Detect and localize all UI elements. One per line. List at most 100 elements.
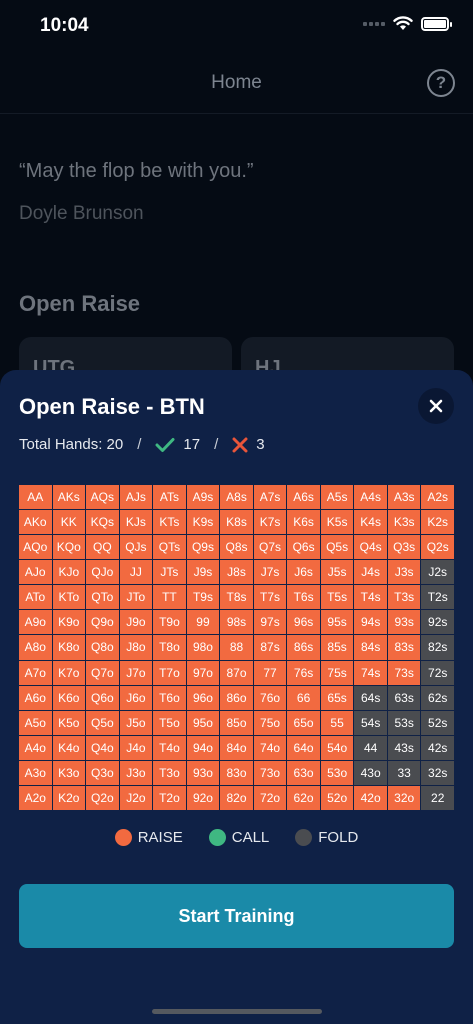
hand-cell-K3o: K3o [52,760,86,785]
hand-cell-Q3s: Q3s [387,535,421,560]
hand-cell-T2s: T2s [421,585,454,610]
hand-cell-33: 33 [387,760,421,785]
hand-cell-K3s: K3s [387,510,421,535]
hand-cell-J5s: J5s [320,560,354,585]
hand-cell-62o: 62o [287,785,320,810]
hand-cell-43o: 43o [354,760,387,785]
hand-cell-A7o: A7o [19,660,52,685]
hand-cell-42o: 42o [354,785,387,810]
hand-cell-53o: 53o [320,760,354,785]
hand-cell-85s: 85s [320,635,354,660]
hand-cell-J5o: J5o [119,710,153,735]
hand-cell-K5s: K5s [320,510,354,535]
hand-cell-83o: 83o [220,760,253,785]
hand-cell-A6o: A6o [19,685,52,710]
legend-dot-icon [295,829,313,846]
hand-cell-32s: 32s [421,760,454,785]
hand-cell-Q7o: Q7o [86,660,119,685]
hand-cell-J7o: J7o [119,660,153,685]
hand-cell-A5s: A5s [320,485,354,510]
hand-cell-QQ: QQ [86,535,119,560]
hand-cell-22: 22 [421,785,454,810]
hand-cell-82o: 82o [220,785,253,810]
hand-cell-85o: 85o [220,710,253,735]
hand-cell-A4o: A4o [19,735,52,760]
hand-cell-A8s: A8s [220,485,253,510]
hand-cell-K7o: K7o [52,660,86,685]
hand-cell-J6o: J6o [119,685,153,710]
hand-cell-A4s: A4s [354,485,387,510]
hand-cell-T4s: T4s [354,585,387,610]
hand-cell-Q6o: Q6o [86,685,119,710]
hand-cell-92o: 92o [186,785,220,810]
hand-cell-92s: 92s [421,610,454,635]
help-button[interactable]: ? [427,69,455,97]
hand-cell-K8s: K8s [220,510,253,535]
hand-cell-Q8s: Q8s [220,535,253,560]
hand-cell-J2s: J2s [421,560,454,585]
hand-cell-83s: 83s [387,635,421,660]
hand-cell-K4s: K4s [354,510,387,535]
hand-cell-94o: 94o [186,735,220,760]
hand-cell-72o: 72o [253,785,287,810]
hand-cell-K8o: K8o [52,635,86,660]
hand-cell-Q8o: Q8o [86,635,119,660]
hand-cell-52s: 52s [421,710,454,735]
hand-cell-55: 55 [320,710,354,735]
hand-cell-Q5o: Q5o [86,710,119,735]
hand-cell-T4o: T4o [153,735,186,760]
hand-cell-T6s: T6s [287,585,320,610]
hand-cell-J3s: J3s [387,560,421,585]
hand-cell-K6o: K6o [52,685,86,710]
hand-cell-65s: 65s [320,685,354,710]
hand-cell-87s: 87s [253,635,287,660]
hand-cell-77: 77 [253,660,287,685]
battery-icon [421,16,452,31]
hand-cell-T9s: T9s [186,585,220,610]
hand-cell-T7o: T7o [153,660,186,685]
hand-cell-AQs: AQs [86,485,119,510]
hand-cell-A5o: A5o [19,710,52,735]
hand-cell-54s: 54s [354,710,387,735]
legend-item-call: CALL [208,829,270,846]
range-legend: RAISE CALL FOLD [0,829,473,846]
hand-cell-63s: 63s [387,685,421,710]
hand-cell-A6s: A6s [287,485,320,510]
correct-count: 17 [183,436,201,453]
hand-cell-98s: 98s [220,610,253,635]
hand-cell-QJo: QJo [86,560,119,585]
home-indicator [152,1009,322,1014]
hand-cell-Q9o: Q9o [86,610,119,635]
cellular-signal-icon [363,21,385,26]
hand-cell-52o: 52o [320,785,354,810]
legend-label: RAISE [137,829,183,846]
hand-cell-T3o: T3o [153,760,186,785]
hand-cell-J8o: J8o [119,635,153,660]
hand-cell-75s: 75s [320,660,354,685]
hand-cell-K7s: K7s [253,510,287,535]
hand-cell-44: 44 [354,735,387,760]
hand-cell-T5s: T5s [320,585,354,610]
hand-stats: Total Hands: 20 / 17 / 3 [19,436,265,453]
hand-cell-93o: 93o [186,760,220,785]
hand-cell-93s: 93s [387,610,421,635]
hand-cell-62s: 62s [421,685,454,710]
hand-cell-Q4s: Q4s [354,535,387,560]
hand-cell-Q5s: Q5s [320,535,354,560]
legend-dot-icon [208,829,226,846]
legend-label: CALL [231,829,270,846]
close-button[interactable] [418,388,454,424]
hand-cell-T8o: T8o [153,635,186,660]
hand-cell-KQo: KQo [52,535,86,560]
hand-cell-94s: 94s [354,610,387,635]
hand-cell-T2o: T2o [153,785,186,810]
sheet-title: Open Raise - BTN [19,394,205,419]
hand-cell-72s: 72s [421,660,454,685]
hand-cell-84s: 84s [354,635,387,660]
hand-cell-73o: 73o [253,760,287,785]
hand-cell-76o: 76o [253,685,287,710]
range-bottom-sheet: Open Raise - BTN Total Hands: 20 / 17 / … [0,370,473,1024]
start-training-button[interactable]: Start Training [19,884,454,948]
hand-cell-J8s: J8s [220,560,253,585]
hand-cell-99: 99 [186,610,220,635]
